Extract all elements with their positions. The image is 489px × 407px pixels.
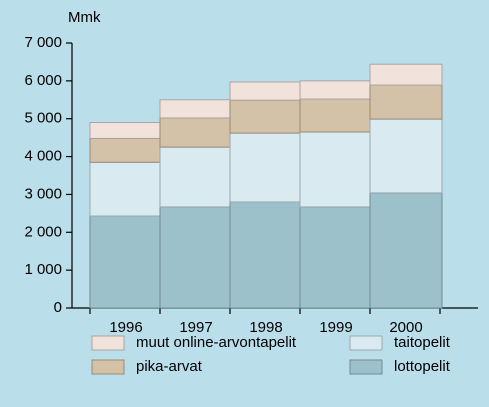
bar-segment	[159, 146, 233, 208]
bar-segment	[299, 98, 373, 133]
x-tick-label: 1997	[179, 319, 212, 336]
legend-label: lottopelit	[394, 358, 451, 375]
y-tick-label: 4 000	[24, 148, 62, 165]
bar-segment	[229, 99, 303, 134]
bar-segment	[369, 84, 443, 120]
bar-segment	[159, 206, 233, 309]
legend-swatch	[349, 335, 383, 351]
legend-swatch	[91, 335, 125, 351]
legend-label: muut online-arvontapelit	[136, 334, 297, 351]
y-axis-label: Mmk	[68, 9, 101, 26]
bar-segment	[299, 131, 373, 208]
bar-segment	[369, 192, 443, 309]
bar-segment	[299, 80, 373, 100]
x-tick-label: 2000	[389, 319, 422, 336]
legend-label: pika-arvat	[136, 358, 203, 375]
bar-segment	[159, 117, 233, 148]
bar-segment	[159, 99, 233, 119]
y-tick-label: 3 000	[24, 185, 62, 202]
x-tick-label: 1998	[249, 319, 282, 336]
y-tick-label: 7 000	[24, 34, 62, 51]
bar-segment	[299, 206, 373, 309]
bar-segment	[89, 122, 163, 139]
bar-segment	[229, 132, 303, 203]
x-tick-label: 1999	[319, 319, 352, 336]
legend-swatch	[349, 359, 383, 375]
y-tick-label: 1 000	[24, 261, 62, 278]
bar-segment	[369, 63, 443, 86]
y-tick-label: 0	[54, 299, 62, 316]
bar-segment	[89, 215, 163, 309]
y-tick-label: 2 000	[24, 223, 62, 240]
bar-segment	[229, 201, 303, 309]
y-tick-label: 5 000	[24, 110, 62, 127]
legend-label: taitopelit	[394, 334, 451, 351]
x-tick-label: 1996	[109, 319, 142, 336]
bar-segment	[369, 118, 443, 194]
bar-segment	[89, 137, 163, 163]
legend-swatch	[91, 359, 125, 375]
bar-segment	[89, 161, 163, 217]
bar-segment	[229, 81, 303, 101]
y-tick-label: 6 000	[24, 72, 62, 89]
